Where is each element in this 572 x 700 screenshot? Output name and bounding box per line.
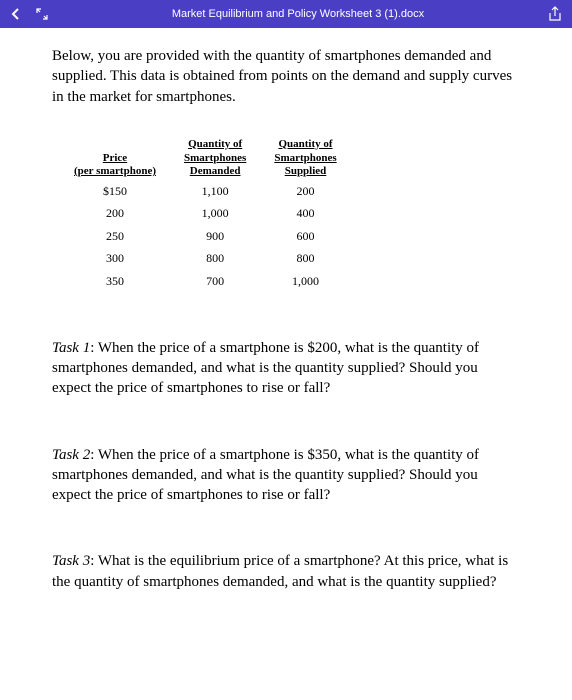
intro-paragraph: Below, you are provided with the quantit… (52, 46, 520, 107)
titlebar-right (548, 6, 562, 22)
table-row: 250 900 600 (60, 225, 351, 247)
table-row: $150 1,100 200 (60, 180, 351, 202)
header-qs: Quantity of Smartphones Supplied (260, 137, 350, 180)
titlebar: Market Equilibrium and Policy Worksheet … (0, 0, 572, 28)
task-1-label: Task 1 (52, 340, 90, 356)
header-qd: Quantity of Smartphones Demanded (170, 137, 260, 180)
task-1: Task 1: When the price of a smartphone i… (52, 338, 520, 399)
document-title: Market Equilibrium and Policy Worksheet … (48, 8, 548, 20)
task-1-text: : When the price of a smartphone is $200… (52, 340, 479, 397)
expand-icon[interactable] (36, 8, 48, 20)
task-3-label: Task 3 (52, 553, 90, 569)
document-content: Below, you are provided with the quantit… (0, 28, 572, 592)
task-2-label: Task 2 (52, 447, 90, 463)
table-row: 300 800 800 (60, 247, 351, 269)
task-2: Task 2: When the price of a smartphone i… (52, 445, 520, 506)
table-row: 200 1,000 400 (60, 202, 351, 224)
task-2-text: : When the price of a smartphone is $350… (52, 447, 479, 504)
task-3-text: : What is the equilibrium price of a sma… (52, 553, 508, 589)
header-price: Price (per smartphone) (60, 137, 170, 180)
share-icon[interactable] (548, 6, 562, 22)
titlebar-left (10, 7, 48, 21)
supply-demand-table: Price (per smartphone) Quantity of Smart… (60, 137, 351, 292)
table-row: 350 700 1,000 (60, 270, 351, 292)
back-icon[interactable] (10, 7, 22, 21)
task-3: Task 3: What is the equilibrium price of… (52, 551, 520, 592)
